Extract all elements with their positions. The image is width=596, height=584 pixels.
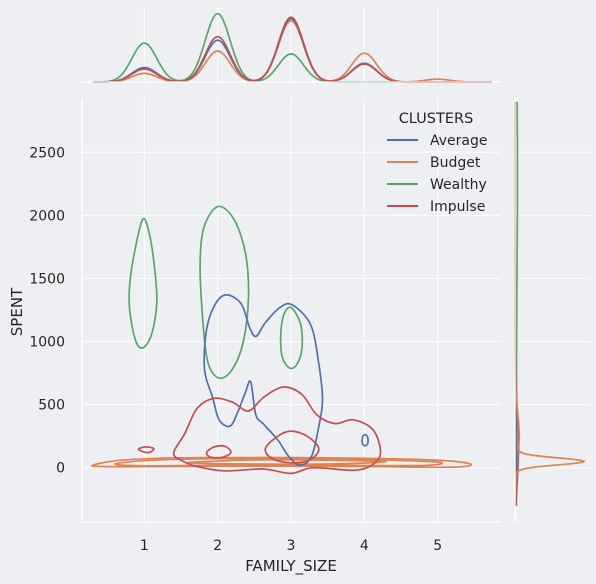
contour-average-2: [361, 433, 369, 447]
contour-budget-2: [114, 457, 443, 467]
x-tick-label: 2: [213, 538, 222, 554]
y-tick-label: 1000: [29, 335, 65, 351]
kde-contours: [91, 205, 473, 475]
legend-label-budget: Budget: [430, 155, 481, 171]
legend-label-wealthy: Wealthy: [430, 177, 487, 193]
contour-average-1: [203, 294, 324, 467]
contour-wealthy-3: [279, 306, 304, 370]
x-tick-label: 5: [433, 538, 442, 554]
y-tick-label: 500: [38, 398, 65, 414]
x-axis-label: FAMILY_SIZE: [245, 557, 337, 576]
contour-budget-1: [91, 456, 473, 469]
x-tick-label: 4: [360, 538, 369, 554]
legend-label-average: Average: [430, 133, 488, 149]
y-tick-label: 1500: [29, 271, 65, 287]
contour-budget-3: [187, 458, 388, 466]
contour-impulse-1: [172, 386, 382, 475]
x-marginal-kde: [93, 12, 492, 83]
y-tick-label: 2000: [29, 208, 65, 224]
y-marginal-budget: [514, 101, 586, 506]
grid-layer: [82, 8, 590, 522]
legend: CLUSTERS Average Budget Wealthy Impulse: [387, 111, 488, 215]
contour-impulse-4: [264, 430, 320, 464]
y-axis-label: SPENT: [8, 287, 26, 336]
y-marginal-kde: [514, 101, 586, 506]
y-tick-label: 2500: [29, 145, 65, 161]
x-tick-label: 1: [140, 538, 149, 554]
legend-title: CLUSTERS: [399, 111, 474, 127]
y-tick-label: 0: [56, 461, 65, 477]
x-tick-label: 3: [287, 538, 296, 554]
x-marginal-budget: [93, 19, 492, 83]
contour-wealthy-2: [199, 205, 250, 380]
contour-impulse-3: [205, 444, 232, 459]
contour-impulse-2: [137, 446, 155, 454]
axes: 1 2 3 4 5 0 500 1000 1500 2000 2500: [29, 81, 516, 554]
contour-wealthy-1: [128, 217, 158, 349]
legend-label-impulse: Impulse: [430, 199, 485, 215]
